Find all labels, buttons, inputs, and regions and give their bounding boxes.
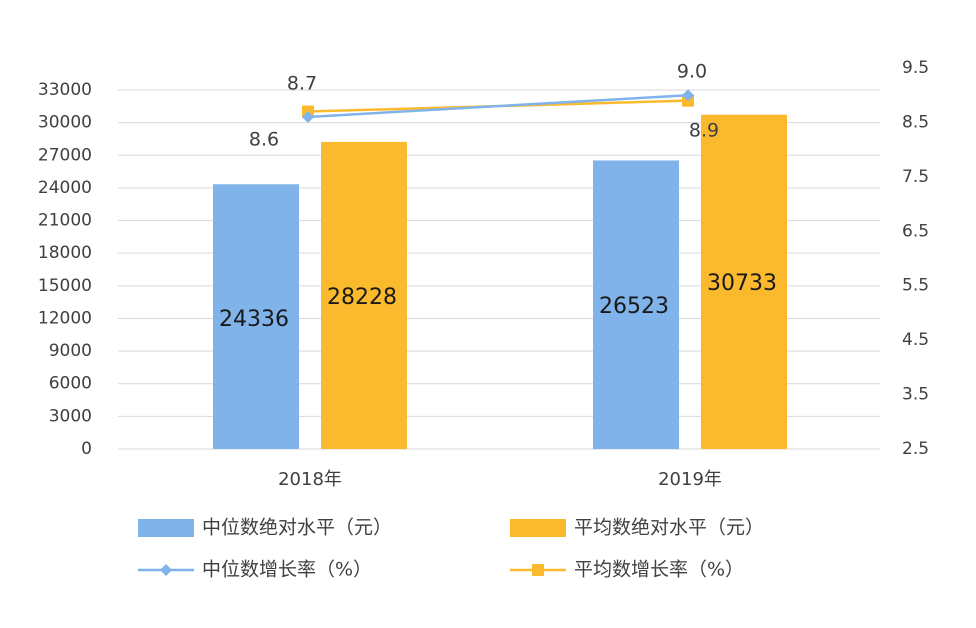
y-right-tick-label: 9.5 [902,58,929,78]
line-marker-diamond [302,110,314,123]
bar [213,184,299,449]
legend-swatch-bar [138,519,194,537]
x-category-label: 2019年 [658,469,722,490]
legend-swatch-bar [510,519,566,537]
line-marker-diamond [682,89,694,102]
legend-label: 中位数增长率（%） [202,559,372,581]
line-data-label: 8.9 [689,120,719,142]
y-left-tick-label: 9000 [49,341,92,361]
y-right-tick-label: 3.5 [902,385,929,405]
y-right-tick-label: 6.5 [902,221,929,241]
bar [321,141,407,449]
line-data-label: 9.0 [677,61,707,83]
y-right-tick-label: 2.5 [902,439,929,459]
y-right-tick-label: 8.5 [902,112,929,132]
y-left-tick-label: 21000 [38,211,92,231]
line-data-label: 8.6 [249,129,279,151]
legend-marker-diamond [160,564,172,576]
y-left-tick-label: 33000 [38,80,92,100]
y-left-tick-label: 18000 [38,243,92,263]
legend-label: 平均数增长率（%） [574,559,744,581]
legend-marker-square [532,564,544,576]
y-left-tick-label: 6000 [49,374,92,394]
bar-data-label: 24336 [219,307,289,332]
legend-label: 中位数绝对水平（元） [202,517,392,539]
y-right-tick-label: 7.5 [902,167,929,187]
y-left-tick-label: 24000 [38,178,92,198]
bar [593,160,679,449]
y-left-tick-label: 3000 [49,406,92,426]
x-category-label: 2018年 [278,469,342,490]
y-right-tick-label: 5.5 [902,276,929,296]
legend-label: 平均数绝对水平（元） [574,517,764,539]
series-line [307,93,689,119]
bar-data-label: 26523 [599,294,669,319]
y-left-tick-label: 27000 [38,145,92,165]
y-right-tick-label: 4.5 [902,330,929,350]
y-left-tick-label: 30000 [38,113,92,133]
y-left-tick-label: 15000 [38,276,92,296]
bar-data-label: 30733 [707,271,777,296]
bar-data-label: 28228 [327,285,397,310]
y-left-tick-label: 0 [81,439,92,459]
line-data-label: 8.7 [287,73,317,95]
bar [701,114,787,450]
y-left-tick-label: 12000 [38,308,92,328]
